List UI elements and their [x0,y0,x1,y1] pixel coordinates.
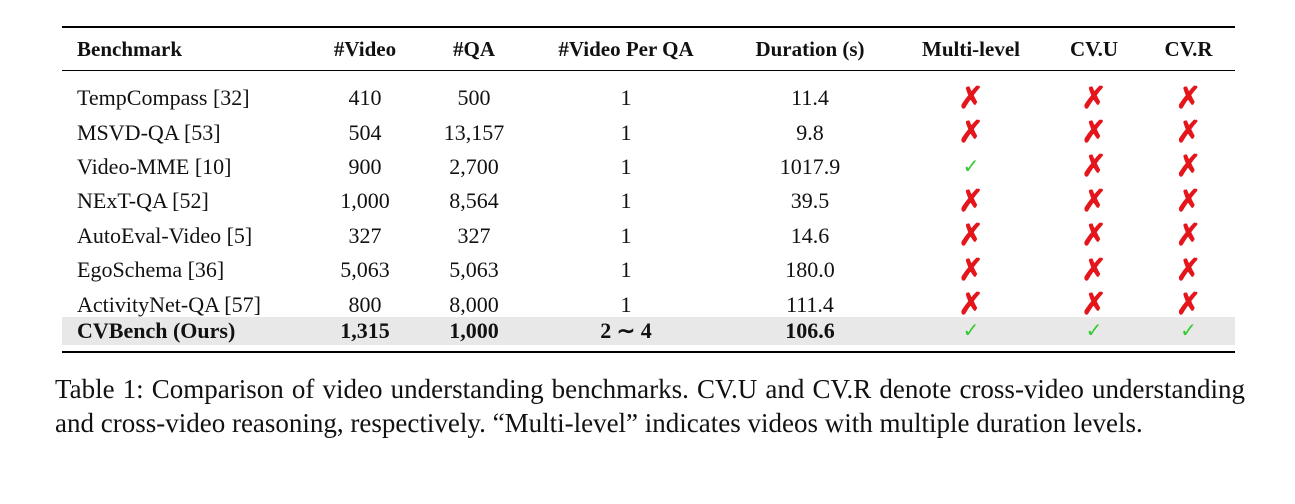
table-cell: 111.4 [786,291,834,317]
table-cell: ✗ [1081,253,1107,287]
table-cell: ✗ [1175,288,1202,322]
table-cell: ✗ [1081,184,1107,218]
table-cell: 8,564 [449,188,499,214]
table-cell: MSVD-QA [53] [77,119,221,145]
table-cell: 1,000 [449,317,499,343]
table-cell: 1 [620,188,632,214]
table-cell: 1,000 [340,188,390,214]
table-cell: 504 [348,119,382,145]
table-cell: ✗ [958,219,984,253]
table-cell: ✗ [1081,150,1107,184]
table-cell: ✗ [1081,116,1107,150]
table: Benchmark #Video #QA #Video Per QA Duration … [62,26,1235,353]
table-cell: TempCompass [32] [77,85,250,111]
table-cell: Video-MME [10] [77,153,232,179]
table-row: TempCompass [32] 410 500 1 11.4 ✗ ✗ ✗ [62,81,1235,115]
table-row: ActivityNet-QA [57] 800 8,000 1 111.4 ✗ ✗ ✗ [62,287,1235,321]
table-cell: ✗ [1175,150,1202,184]
table-cell: 39.5 [790,188,830,214]
table-cell: 327 [348,222,382,248]
table-cell: 2 ∼ 4 [600,317,652,343]
table-cell: ✓ [1180,320,1197,343]
table-cell: 327 [457,222,491,248]
table-cell: 1 [620,291,632,317]
table-row: CVBench (Ours) 1,315 1,000 2 ∼ 4 106.6 ✓ ✓ ✓ [62,316,1235,345]
table-cell: ✗ [1081,219,1107,253]
table-cell: ✗ [1175,184,1202,218]
table-cell: 410 [348,85,382,111]
caption: Table 1: Comparison of video understandi… [55,374,1245,438]
table-cell: 1 [620,119,632,145]
header-cell: Duration (s) [755,36,865,61]
table-cell: ✗ [1081,81,1107,115]
header-cell: CV.U [1069,36,1119,61]
table-row: NExT-QA [52] 1,000 8,564 1 39.5 ✗ ✗ ✗ [62,184,1235,218]
header-cell: Multi-level [922,36,1020,61]
table-cell: 1 [620,153,632,179]
header-cell: #Video [333,36,397,61]
table-cell: 5,063 [340,257,390,283]
table-cell: 9.8 [796,119,824,145]
table-cell: 1 [620,222,632,248]
header-cell: #Video Per QA [558,36,694,61]
table-cell: ✗ [1175,116,1202,150]
table-cell: 14.6 [790,222,830,248]
table-cell: ✓ [962,320,980,343]
table-cell: ✗ [1081,288,1107,322]
table-cell: ✗ [958,184,984,218]
table-cell: NExT-QA [52] [77,188,209,214]
table-cell: 180.0 [785,257,835,283]
header-cell: CV.R [1164,36,1213,61]
header-row: Benchmark #Video #QA #Video Per QA Duration … [62,28,1235,71]
table-cell: 900 [348,153,382,179]
table-cell: 5,063 [449,257,499,283]
table-row: EgoSchema [36] 5,063 5,063 1 180.0 ✗ ✗ ✗ [62,253,1235,287]
table-cell: ✗ [958,288,984,322]
table-cell: 1 [620,85,632,111]
table-cell: ✗ [1175,81,1202,115]
table-cell: 13,157 [443,119,505,145]
table-cell: ✗ [1175,219,1202,253]
table-cell: 1017.9 [779,153,841,179]
table-cell: 8,000 [449,291,499,317]
table-cell: 500 [457,85,491,111]
table-row: AutoEval-Video [5] 327 327 1 14.6 ✗ ✗ ✗ [62,219,1235,253]
table-cell: ✗ [958,253,984,287]
table-cell: EgoSchema [36] [77,257,225,283]
table-cell: 1,315 [340,317,390,343]
table-cell: ✓ [962,156,980,179]
table-cell: 106.6 [785,317,835,343]
table-cell: CVBench (Ours) [77,317,236,343]
table-row: Video-MME [10] 900 2,700 1 1017.9 ✓ ✗ ✗ [62,150,1235,184]
table-cell: ✗ [1175,253,1202,287]
table-cell: 2,700 [449,153,499,179]
header-cell: #QA [453,36,495,61]
table-cell: ActivityNet-QA [57] [77,291,261,317]
table-cell: ✓ [1085,320,1103,343]
table-row: MSVD-QA [53] 504 13,157 1 9.8 ✗ ✗ ✗ [62,115,1235,149]
table-cell: ✗ [958,116,984,150]
header-cell: Benchmark [77,36,182,61]
table-cell: 1 [620,257,632,283]
table-cell: 800 [348,291,382,317]
table-cell: AutoEval-Video [5] [77,222,253,248]
table-cell: 11.4 [791,85,829,111]
table-cell: ✗ [958,81,984,115]
